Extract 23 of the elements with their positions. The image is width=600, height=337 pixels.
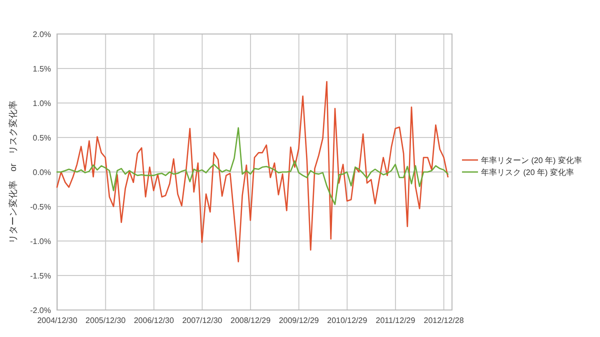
x-tick-label: 2007/12/30 bbox=[182, 316, 223, 325]
x-tick-label: 2005/12/30 bbox=[86, 316, 126, 325]
y-tick-label: 0.5% bbox=[32, 134, 51, 142]
x-tick-label: 2009/12/29 bbox=[278, 316, 320, 325]
line-series bbox=[56, 80, 449, 262]
x-tick-label: 2011/12/29 bbox=[376, 316, 416, 325]
y-tick-label: 2.0% bbox=[32, 30, 51, 39]
legend-label: 年率リスク (20 年) 変化率 bbox=[481, 168, 574, 177]
y-tick-label: 0.0% bbox=[32, 168, 51, 177]
line-series bbox=[56, 127, 449, 206]
y-axis-title: リターン変化率 or リスク変化率 bbox=[8, 100, 18, 244]
y-tick-label: -0.5% bbox=[30, 202, 51, 212]
x-tick-label: 2004/12/30 bbox=[37, 316, 78, 325]
x-tick-label: 2012/12/28 bbox=[424, 316, 464, 325]
legend-label: 年率リターン (20 年) 変化率 bbox=[481, 156, 582, 165]
y-tick-label: -2.0% bbox=[30, 306, 51, 315]
y-tick-label: 1.5% bbox=[32, 64, 51, 74]
x-tick-label: 2006/12/30 bbox=[134, 316, 174, 325]
y-tick-label: -1.0% bbox=[30, 237, 51, 246]
x-tick-label: 2008/12/29 bbox=[230, 316, 272, 325]
y-tick-label: 1.0% bbox=[32, 99, 51, 108]
x-tick-label: 2010/12/29 bbox=[327, 316, 368, 325]
y-tick-label: -1.5% bbox=[30, 272, 51, 280]
